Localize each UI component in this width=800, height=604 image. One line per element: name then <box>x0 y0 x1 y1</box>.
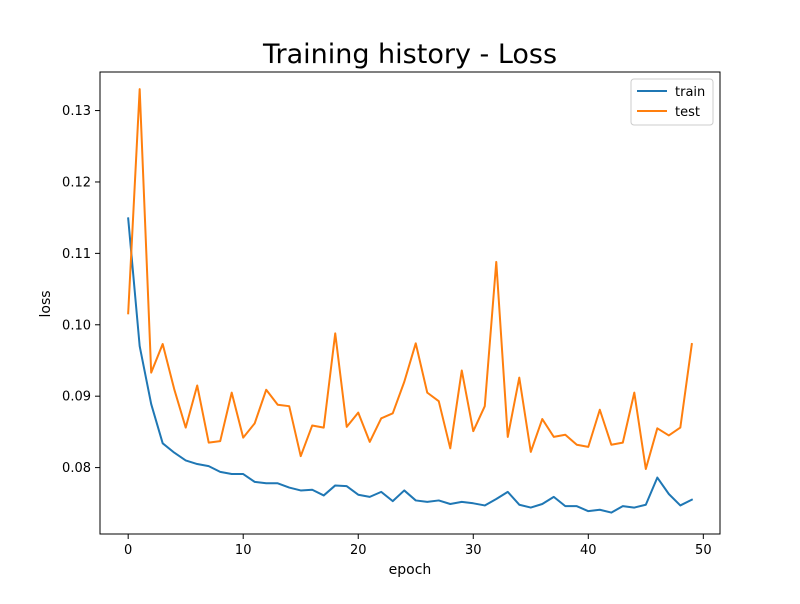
x-axis-label: epoch <box>389 562 432 578</box>
data-series <box>127 88 694 514</box>
series-line-train <box>127 217 694 514</box>
legend: train test <box>630 78 714 126</box>
series-line-test <box>127 88 693 471</box>
y-tick-label: 0.12 <box>62 175 91 190</box>
y-axis-ticks: 0.08 0.09 0.10 0.11 0.12 0.13 <box>62 104 100 476</box>
x-tick-label: 50 <box>695 543 712 558</box>
plot-area-frame <box>99 71 721 535</box>
x-axis-ticks: 0 10 20 30 40 50 <box>124 534 712 558</box>
chart-title: Training history - Loss <box>262 39 557 70</box>
y-axis-label: loss <box>38 290 54 317</box>
legend-train-label: train <box>675 85 705 100</box>
x-tick-label: 20 <box>350 543 367 558</box>
y-tick-label: 0.08 <box>62 461 91 476</box>
y-tick-label: 0.11 <box>62 247 91 262</box>
x-tick-label: 10 <box>235 543 252 558</box>
y-tick-label: 0.09 <box>62 390 91 405</box>
x-tick-label: 0 <box>124 543 132 558</box>
y-tick-label: 0.10 <box>62 318 91 333</box>
legend-test-label: test <box>675 105 700 120</box>
y-tick-label: 0.13 <box>62 104 91 119</box>
x-tick-label: 40 <box>580 543 597 558</box>
x-tick-label: 30 <box>465 543 482 558</box>
